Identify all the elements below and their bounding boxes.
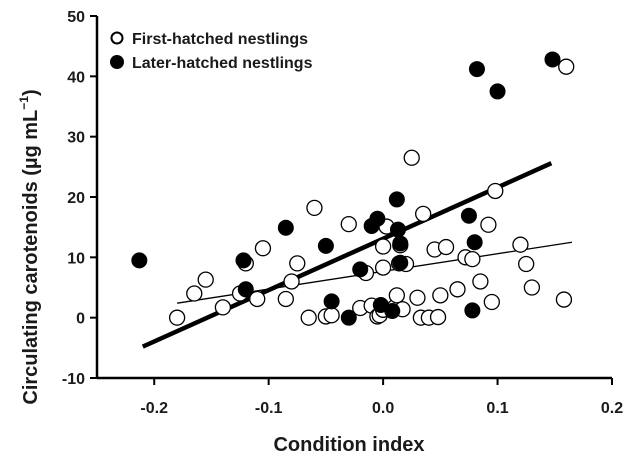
y-axis-title-superscript: −1 <box>17 96 31 110</box>
point-later-hatched <box>544 51 561 68</box>
y-tick-label: 30 <box>67 130 85 147</box>
point-first-hatched <box>249 290 266 308</box>
point-later-hatched <box>460 207 477 224</box>
point-first-hatched <box>480 216 497 233</box>
point-later-hatched <box>466 234 483 251</box>
x-axis-title: Condition index <box>273 434 424 456</box>
point-first-hatched <box>464 250 481 268</box>
point-first-hatched <box>518 255 535 273</box>
point-later-hatched <box>131 252 148 269</box>
point-later-hatched <box>235 252 252 269</box>
point-later-hatched <box>340 309 357 326</box>
point-first-hatched <box>409 289 426 306</box>
point-first-hatched <box>214 299 232 316</box>
legend-marker-first-hatched <box>110 31 124 45</box>
point-first-hatched <box>197 271 214 288</box>
point-later-hatched <box>352 261 369 278</box>
ticks: -10 0 10 20 30 40 50 -0.2 -0.1 0.0 0.1 0.2 <box>62 9 623 417</box>
x-tick-label: 0.0 <box>372 400 394 417</box>
point-first-hatched <box>388 287 405 304</box>
y-tick-label: 10 <box>67 250 85 267</box>
point-first-hatched <box>289 255 306 272</box>
point-first-hatched <box>374 238 392 255</box>
point-first-hatched <box>472 273 489 290</box>
y-tick-label: 20 <box>67 190 85 207</box>
point-first-hatched <box>449 281 466 298</box>
point-first-hatched <box>523 279 541 296</box>
point-first-hatched <box>283 273 300 290</box>
y-tick-label: -10 <box>62 371 85 388</box>
legend-label-later-hatched: Later-hatched nestlings <box>132 55 313 72</box>
point-first-hatched <box>277 290 294 308</box>
legend: First-hatched nestlings Later-hatched ne… <box>110 31 313 72</box>
point-first-hatched <box>168 309 186 326</box>
point-later-hatched <box>464 302 481 319</box>
y-axis-title: Circulating carotenoids (µg mL−1) <box>17 89 42 404</box>
point-later-hatched <box>369 210 386 227</box>
point-later-hatched <box>468 61 485 78</box>
point-later-hatched <box>392 235 409 252</box>
point-first-hatched <box>558 58 575 75</box>
x-tick-label: -0.1 <box>255 400 283 417</box>
point-later-hatched <box>277 219 294 236</box>
x-tick-label: 0.1 <box>486 400 508 417</box>
point-first-hatched <box>429 308 447 326</box>
point-later-hatched <box>323 293 340 310</box>
point-first-hatched <box>323 307 340 324</box>
legend-marker-later-hatched <box>110 55 124 69</box>
point-first-hatched <box>403 149 420 166</box>
data-points <box>131 51 575 326</box>
point-first-hatched <box>512 236 529 253</box>
point-later-hatched <box>489 83 506 100</box>
point-first-hatched <box>186 285 203 302</box>
y-tick-label: 40 <box>67 69 85 86</box>
point-later-hatched <box>389 221 406 238</box>
x-tick-label: 0.2 <box>601 400 623 417</box>
y-axis-title-close: ) <box>20 89 42 96</box>
y-tick-label: 50 <box>67 9 85 26</box>
point-later-hatched <box>317 237 334 254</box>
point-first-hatched <box>254 240 272 257</box>
point-first-hatched <box>415 205 432 223</box>
legend-label-first-hatched: First-hatched nestlings <box>132 31 308 48</box>
point-first-hatched <box>487 182 504 200</box>
point-first-hatched <box>306 199 323 217</box>
point-first-hatched <box>340 215 357 233</box>
point-later-hatched <box>388 191 405 208</box>
point-first-hatched <box>555 291 573 308</box>
point-first-hatched <box>483 293 500 311</box>
y-tick-label: 0 <box>76 311 85 328</box>
trendline-later-hatched <box>141 161 553 349</box>
point-later-hatched <box>237 281 254 298</box>
point-first-hatched <box>374 259 392 276</box>
point-first-hatched <box>437 238 455 256</box>
point-later-hatched <box>384 303 401 320</box>
point-first-hatched <box>300 309 317 326</box>
point-later-hatched <box>392 254 409 271</box>
trendlines <box>141 161 573 349</box>
point-first-hatched <box>432 287 449 304</box>
y-axis-title-main: Circulating carotenoids (µg mL <box>20 110 42 405</box>
x-tick-label: -0.2 <box>140 400 168 417</box>
